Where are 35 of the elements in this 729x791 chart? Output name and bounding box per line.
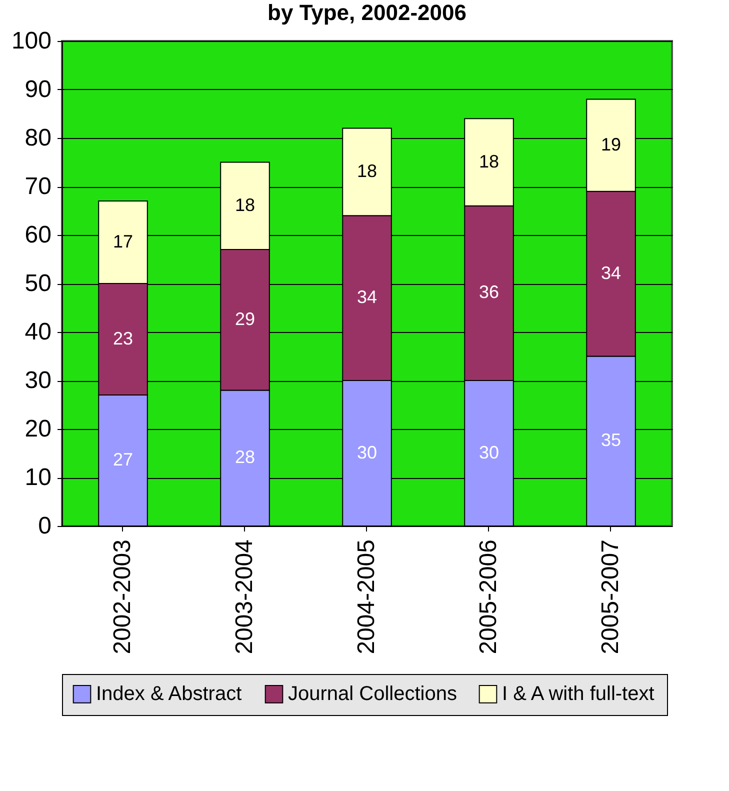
data-label: 36 (478, 282, 500, 302)
data-label: 34 (600, 262, 622, 283)
data-label: 30 (478, 442, 500, 462)
legend-label: I & A with full-text (502, 683, 655, 706)
data-label: 35 (600, 430, 622, 450)
y-tick-label: 40 (24, 318, 52, 346)
data-label: 19 (600, 134, 622, 154)
data-label: 30 (356, 442, 378, 462)
y-tick-label: 60 (24, 222, 52, 248)
data-label: 29 (234, 308, 256, 329)
data-label: 23 (112, 328, 134, 348)
y-tick-label: 80 (24, 124, 52, 152)
data-label: 17 (112, 231, 134, 252)
data-label: 18 (234, 194, 256, 215)
chart-title: by Type, 2002-2006 (268, 0, 466, 25)
y-tick-label: 100 (11, 28, 52, 54)
y-tick-label: 30 (24, 367, 52, 394)
y-tick-label: 0 (38, 512, 52, 540)
data-label: 18 (478, 151, 500, 172)
y-tick-label: 20 (24, 416, 52, 442)
y-tick-label: 90 (24, 76, 52, 103)
x-tick-label: 2005-2007 (597, 540, 624, 654)
legend-label: Journal Collections (288, 683, 457, 706)
legend-label: Index & Abstract (96, 683, 242, 706)
data-label: 34 (356, 287, 378, 308)
x-tick-label: 2002-2003 (109, 540, 136, 654)
data-label: 18 (356, 160, 378, 181)
x-tick-label: 2004-2005 (353, 540, 380, 654)
data-label: 28 (234, 447, 256, 468)
x-tick-label: 2005-2006 (475, 540, 502, 654)
data-label: 27 (112, 450, 134, 470)
y-tick-label: 50 (24, 270, 52, 297)
y-tick-label: 70 (24, 173, 52, 200)
x-tick-label: 2003-2004 (231, 540, 258, 654)
y-tick-label: 10 (24, 464, 52, 491)
